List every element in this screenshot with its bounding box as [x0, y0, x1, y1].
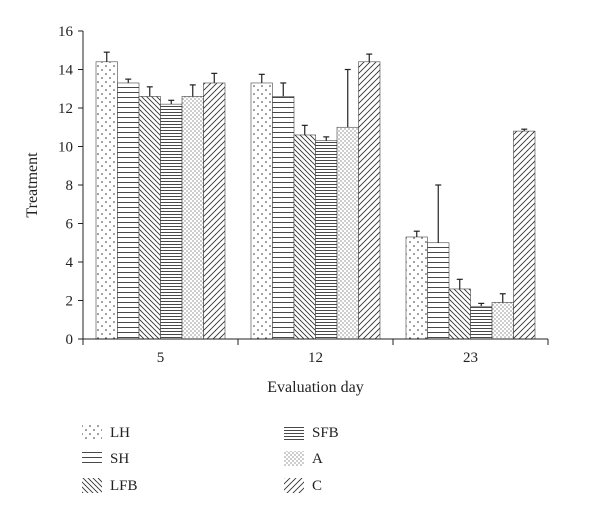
bar-sh-day-12 — [272, 96, 295, 340]
legend-swatch-sfb — [284, 425, 304, 440]
plot-area — [95, 51, 536, 340]
x-axis-title: Evaluation day — [267, 379, 363, 396]
legend-label-sh: SH — [110, 451, 129, 467]
legend-swatch-a — [284, 451, 304, 466]
bar-a-day-5 — [181, 96, 204, 340]
bar-sh-day-23 — [427, 242, 450, 340]
y-tick-label: 2 — [66, 294, 74, 310]
legend-swatch-lfb — [82, 478, 102, 493]
x-tick-label: 12 — [308, 350, 323, 366]
bar-c-day-23 — [513, 130, 536, 340]
legend-label-lfb: LFB — [110, 478, 138, 494]
legend-label-c: C — [312, 478, 322, 494]
bar-lh-day-5 — [95, 61, 118, 340]
x-tick-label: 5 — [157, 350, 165, 366]
bar-sfb-day-23 — [470, 305, 493, 340]
y-tick-label: 10 — [58, 140, 73, 156]
y-tick-label: 8 — [66, 178, 74, 194]
legend-label-sfb: SFB — [312, 425, 339, 441]
bar-sh-day-5 — [117, 82, 140, 340]
bar-c-day-12 — [358, 61, 381, 340]
bar-a-day-23 — [491, 302, 514, 340]
bar-lfb-day-23 — [448, 288, 471, 340]
bar-lfb-day-5 — [138, 96, 161, 340]
y-tick-label: 6 — [66, 217, 74, 233]
bar-c-day-5 — [203, 82, 226, 340]
y-tick-label: 14 — [58, 63, 74, 79]
bar-sfb-day-12 — [315, 140, 338, 340]
axes: 0 2 4 6 8 10 12 14 16 5 12 23 Evaluation day Treatmen… — [24, 24, 549, 396]
y-tick-label: 16 — [58, 24, 74, 40]
x-tick-label: 23 — [463, 350, 478, 366]
bar-lh-day-12 — [250, 82, 273, 340]
bar-lfb-day-12 — [293, 134, 316, 340]
bar-lh-day-23 — [405, 236, 428, 340]
legend-swatch-lh — [82, 425, 102, 440]
y-tick-label: 4 — [66, 255, 74, 271]
y-tick-label: 0 — [66, 332, 74, 348]
legend-label-a: A — [312, 451, 323, 467]
y-axis-title: Treatment — [24, 152, 41, 218]
bar-a-day-12 — [336, 126, 359, 340]
legend-label-lh: LH — [110, 425, 130, 441]
y-tick-label: 12 — [58, 101, 73, 117]
legend-swatch-c — [284, 478, 304, 493]
bar-sfb-day-5 — [160, 103, 183, 340]
legend-swatch-sh — [82, 451, 102, 466]
legend: LH SH LFB SFB AC — [82, 425, 339, 494]
